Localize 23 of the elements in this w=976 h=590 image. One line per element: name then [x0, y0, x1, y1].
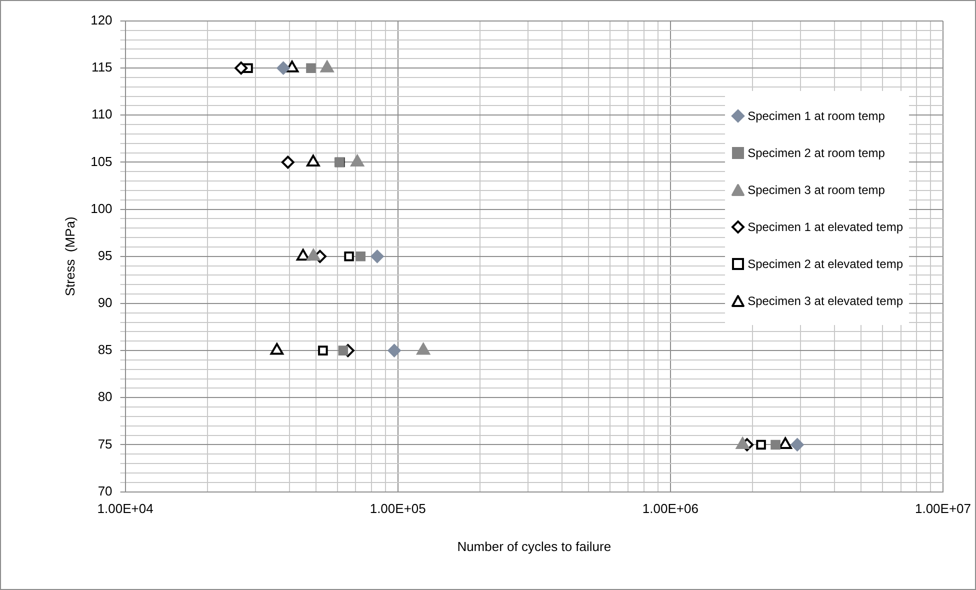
y-tick-label: 80 [98, 389, 112, 404]
y-tick-label: 105 [90, 154, 112, 169]
x-tick-label: 1.00E+04 [97, 501, 154, 516]
y-tick-label: 70 [98, 483, 112, 498]
y-tick-label: 100 [90, 200, 112, 216]
x-tick-label: 1.00E+05 [370, 501, 426, 516]
x-axis-title: Number of cycles to failure [457, 538, 612, 554]
legend-label: Specimen 2 at elevated temp [748, 256, 903, 272]
legend-label: Specimen 3 at room temp [748, 182, 885, 198]
x-tick-label: 1.00E+07 [914, 501, 972, 516]
y-tick-label: 115 [92, 60, 112, 75]
legend-label: Specimen 1 at elevated temp [748, 218, 903, 234]
y-tick-label: 85 [98, 342, 112, 358]
y-tick-label: 75 [98, 436, 112, 452]
y-tick-label: 120 [90, 12, 112, 28]
y-axis-title: Stress (MPa) [62, 216, 78, 296]
legend-label: Specimen 3 at elevated temp [748, 292, 903, 308]
y-tick-label: 95 [98, 248, 112, 263]
legend-label: Specimen 2 at room temp [748, 144, 885, 160]
y-tick-label: 110 [92, 106, 112, 122]
y-tick-label: 90 [98, 295, 112, 310]
x-tick-label: 1.00E+06 [642, 501, 698, 516]
legend-label: Specimen 1 at room temp [748, 108, 885, 124]
